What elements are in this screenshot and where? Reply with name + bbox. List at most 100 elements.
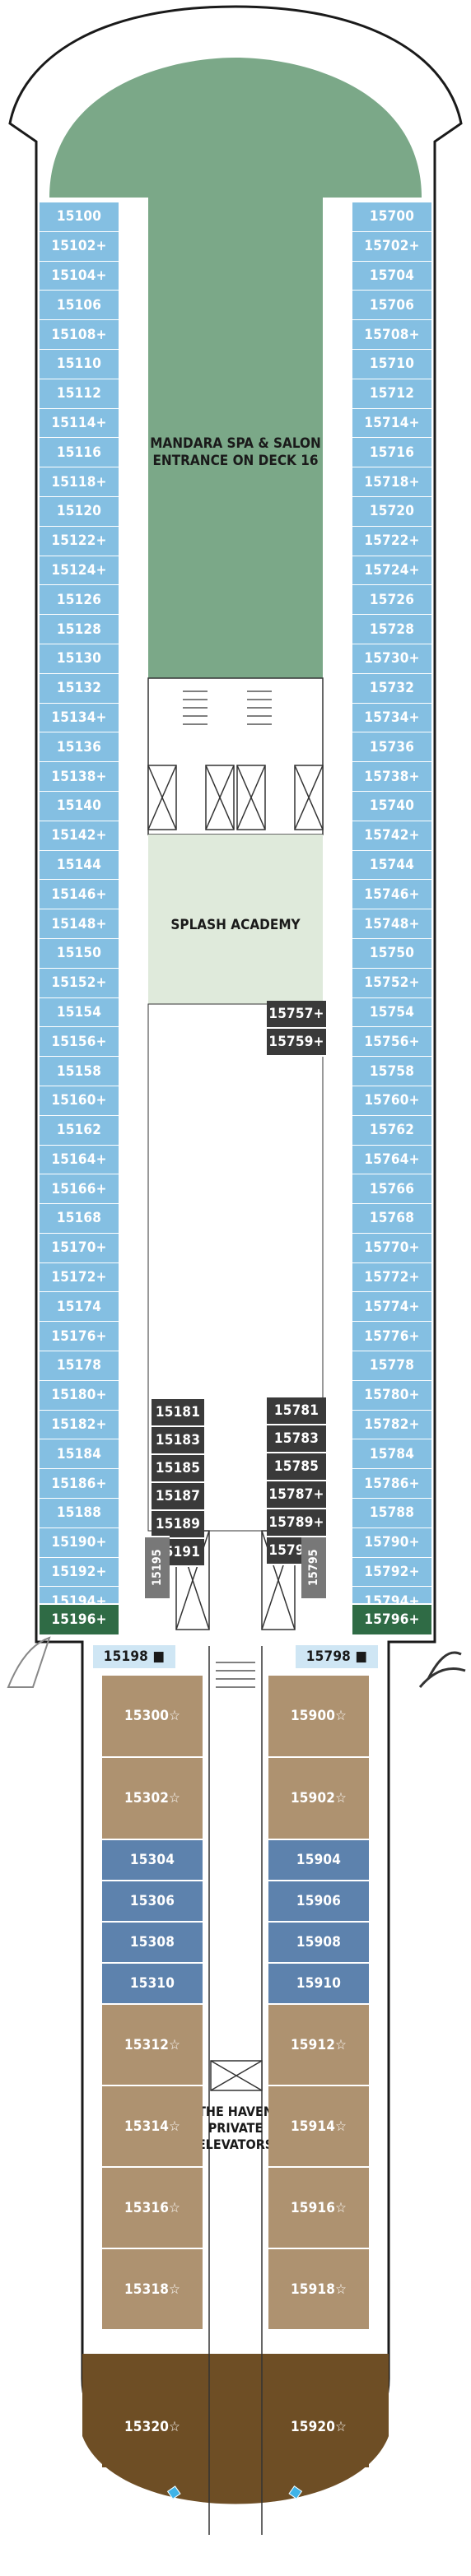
cabin-suite-starboard[interactable]: 15796+ <box>351 1603 433 1636</box>
cabin-15174[interactable]: 15174 <box>40 1292 119 1323</box>
cabin-15170[interactable]: 15170+ <box>40 1233 119 1263</box>
cabin-15722[interactable]: 15722+ <box>352 526 431 556</box>
cabin-15752[interactable]: 15752+ <box>352 968 431 998</box>
cabin-15140[interactable]: 15140 <box>40 791 119 821</box>
cabin-15708[interactable]: 15708+ <box>352 320 431 350</box>
cabin-15187[interactable]: 15187 <box>152 1483 204 1511</box>
cabin-15132[interactable]: 15132 <box>40 673 119 704</box>
cabin-15180[interactable]: 15180+ <box>40 1380 119 1411</box>
cabin-15746[interactable]: 15746+ <box>352 880 431 910</box>
cabin-15148[interactable]: 15148+ <box>40 909 119 939</box>
cabin-15726[interactable]: 15726 <box>352 585 431 616</box>
cabin-15110[interactable]: 15110 <box>40 349 119 379</box>
cabin-15760[interactable]: 15760+ <box>352 1086 431 1116</box>
cabin-15710[interactable]: 15710 <box>352 349 431 379</box>
cabin-15144[interactable]: 15144 <box>40 850 119 881</box>
cabin-15120[interactable]: 15120 <box>40 496 119 527</box>
cabin-15902[interactable]: 15902☆ <box>268 1758 369 1840</box>
cabin-15914[interactable]: 15914☆ <box>268 2086 369 2168</box>
cabin-15126[interactable]: 15126 <box>40 585 119 616</box>
cabin-15142[interactable]: 15142+ <box>40 821 119 851</box>
cabin-15908[interactable]: 15908 <box>268 1923 369 1964</box>
cabin-15740[interactable]: 15740 <box>352 791 431 821</box>
cabin-15787[interactable]: 15787+ <box>267 1481 326 1509</box>
cabin-15730[interactable]: 15730+ <box>352 644 431 674</box>
cabin-15754[interactable]: 15754 <box>352 997 431 1028</box>
cabin-15100[interactable]: 15100 <box>40 202 119 232</box>
cabin-15916[interactable]: 15916☆ <box>268 2168 369 2249</box>
cabin-15772[interactable]: 15772+ <box>352 1262 431 1293</box>
cabin-15706[interactable]: 15706 <box>352 291 431 321</box>
cabin-15166[interactable]: 15166+ <box>40 1174 119 1205</box>
cabin-15728[interactable]: 15728 <box>352 615 431 644</box>
cabin-15112[interactable]: 15112 <box>40 379 119 409</box>
cabin-15759[interactable]: 15759+ <box>267 1029 326 1057</box>
cabin-15764[interactable]: 15764+ <box>352 1145 431 1175</box>
cabin-suite-port[interactable]: 15196+ <box>38 1603 120 1636</box>
cabin-15176[interactable]: 15176+ <box>40 1322 119 1352</box>
cabin-15130[interactable]: 15130 <box>40 644 119 674</box>
cabin-15138[interactable]: 15138+ <box>40 762 119 792</box>
cabin-15738[interactable]: 15738+ <box>352 762 431 792</box>
cabin-15770[interactable]: 15770+ <box>352 1233 431 1263</box>
cabin-15702[interactable]: 15702+ <box>352 231 431 262</box>
cabin-15158[interactable]: 15158 <box>40 1057 119 1086</box>
cabin-15900[interactable]: 15900☆ <box>268 1676 369 1758</box>
cabin-15716[interactable]: 15716 <box>352 438 431 468</box>
cabin-15134[interactable]: 15134+ <box>40 703 119 733</box>
cabin-15776[interactable]: 15776+ <box>352 1322 431 1352</box>
cabin-15757[interactable]: 15757+ <box>267 1001 326 1029</box>
cabin-15181[interactable]: 15181 <box>152 1399 204 1427</box>
cabin-15178[interactable]: 15178 <box>40 1351 119 1381</box>
cabin-15114[interactable]: 15114+ <box>40 408 119 439</box>
cabin-15785[interactable]: 15785 <box>267 1453 326 1481</box>
cabin-15704[interactable]: 15704 <box>352 261 431 291</box>
cabin-15906[interactable]: 15906 <box>268 1881 369 1923</box>
cabin-15168[interactable]: 15168 <box>40 1204 119 1234</box>
cabin-15774[interactable]: 15774+ <box>352 1292 431 1323</box>
cabin-15190[interactable]: 15190+ <box>40 1527 119 1558</box>
cabin-15734[interactable]: 15734+ <box>352 703 431 733</box>
cabin-15768[interactable]: 15768 <box>352 1204 431 1234</box>
cabin-15124[interactable]: 15124+ <box>40 556 119 586</box>
cabin-15904[interactable]: 15904 <box>268 1840 369 1881</box>
cabin-15781[interactable]: 15781 <box>267 1397 326 1425</box>
cabin-15182[interactable]: 15182+ <box>40 1410 119 1440</box>
cabin-15782[interactable]: 15782+ <box>352 1410 431 1440</box>
cabin-15102[interactable]: 15102+ <box>40 231 119 262</box>
cabin-15150[interactable]: 15150 <box>40 938 119 969</box>
cabin-15750[interactable]: 15750 <box>352 938 431 969</box>
cabin-15184[interactable]: 15184 <box>40 1439 119 1470</box>
cabin-15778[interactable]: 15778 <box>352 1351 431 1381</box>
cabin-15744[interactable]: 15744 <box>352 850 431 881</box>
cabin-15302[interactable]: 15302☆ <box>102 1758 203 1840</box>
cabin-15154[interactable]: 15154 <box>40 997 119 1028</box>
cabin-15912[interactable]: 15912☆ <box>268 2005 369 2086</box>
cabin-15714[interactable]: 15714+ <box>352 408 431 439</box>
cabin-15172[interactable]: 15172+ <box>40 1262 119 1293</box>
cabin-15186[interactable]: 15186+ <box>40 1469 119 1500</box>
cabin-15780[interactable]: 15780+ <box>352 1380 431 1411</box>
cabin-15310[interactable]: 15310 <box>102 1964 203 2005</box>
cabin-15718[interactable]: 15718+ <box>352 467 431 497</box>
cabin-15164[interactable]: 15164+ <box>40 1145 119 1175</box>
cabin-15758[interactable]: 15758 <box>352 1057 431 1086</box>
cabin-15786[interactable]: 15786+ <box>352 1469 431 1500</box>
cabin-15308[interactable]: 15308 <box>102 1923 203 1964</box>
cabin-15136[interactable]: 15136 <box>40 732 119 763</box>
cabin-15789[interactable]: 15789+ <box>267 1509 326 1537</box>
cabin-15185[interactable]: 15185 <box>152 1455 204 1483</box>
cabin-15316[interactable]: 15316☆ <box>102 2168 203 2249</box>
cabin-15742[interactable]: 15742+ <box>352 821 431 851</box>
cabin-15198[interactable]: 15198 ■ <box>92 1644 176 1669</box>
cabin-15188[interactable]: 15188 <box>40 1499 119 1528</box>
cabin-15160[interactable]: 15160+ <box>40 1086 119 1116</box>
cabin-15106[interactable]: 15106 <box>40 291 119 321</box>
cabin-15700[interactable]: 15700 <box>352 202 431 232</box>
cabin-15766[interactable]: 15766 <box>352 1174 431 1205</box>
cabin-15104[interactable]: 15104+ <box>40 261 119 291</box>
cabin-15318[interactable]: 15318☆ <box>102 2249 203 2331</box>
cabin-15788[interactable]: 15788 <box>352 1499 431 1528</box>
cabin-15146[interactable]: 15146+ <box>40 880 119 910</box>
cabin-15918[interactable]: 15918☆ <box>268 2249 369 2331</box>
